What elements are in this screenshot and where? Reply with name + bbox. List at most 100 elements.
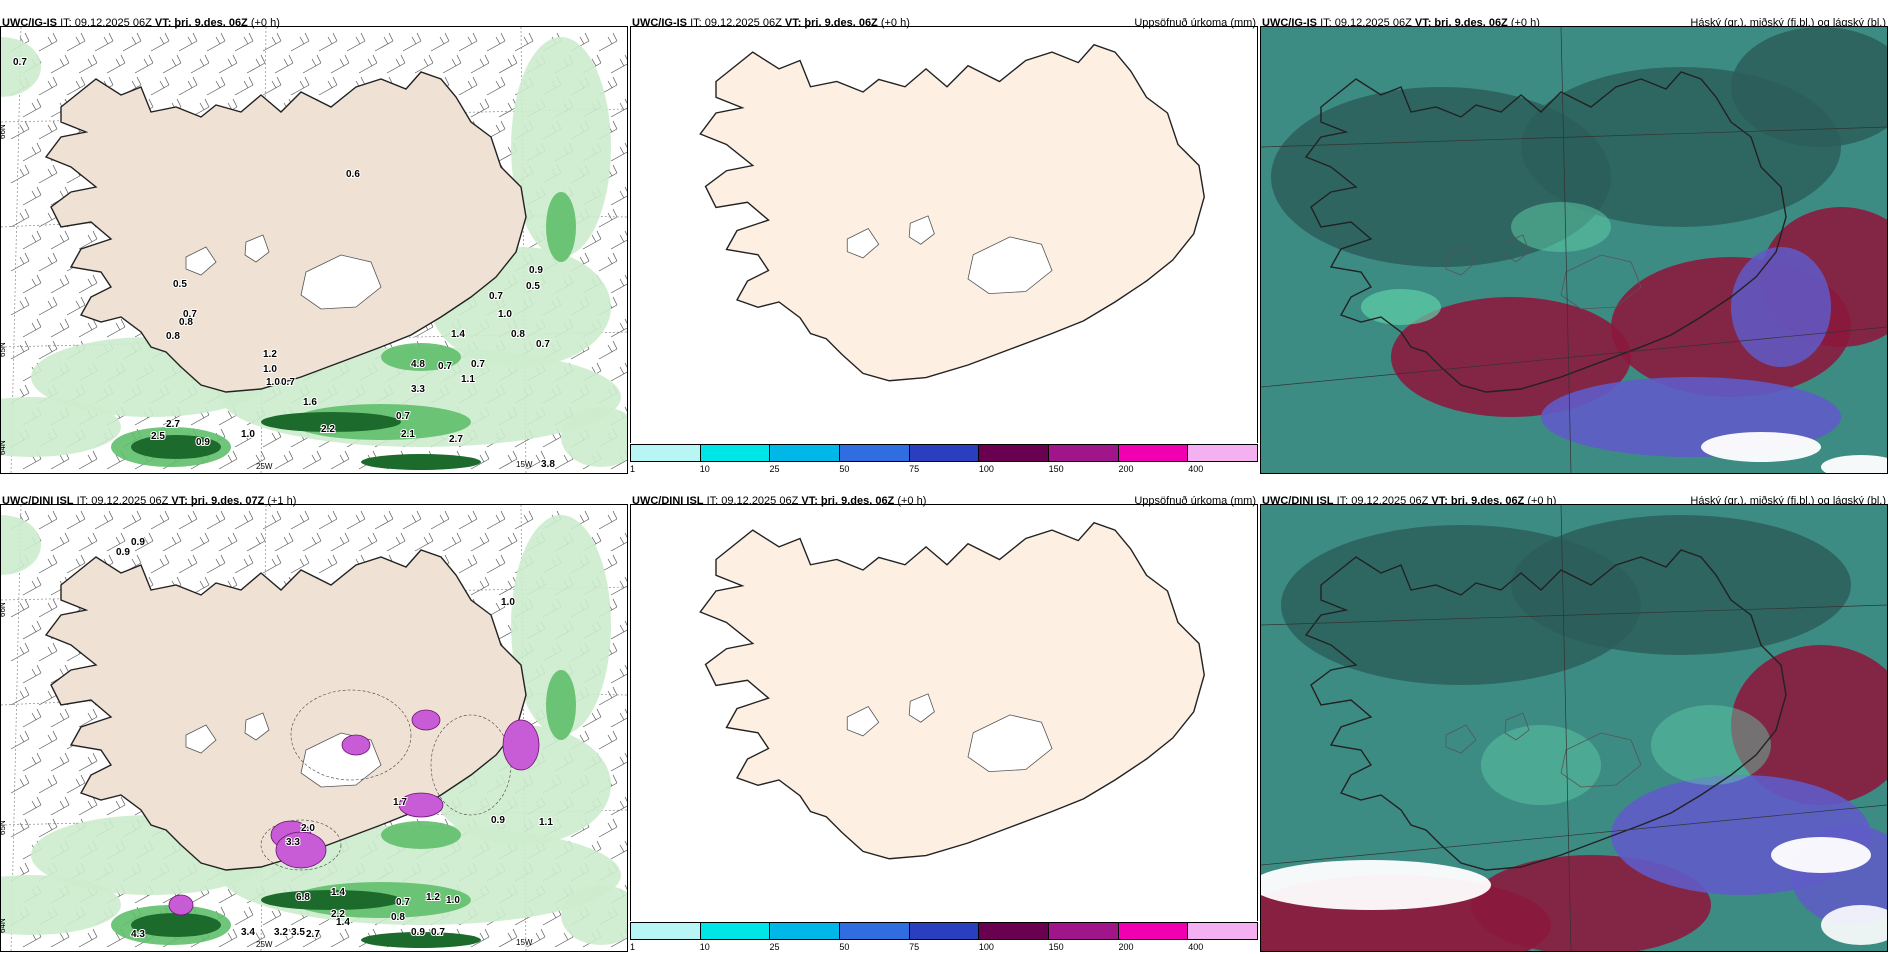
cloud-map-svg xyxy=(1261,505,1887,951)
wind-barb xyxy=(150,554,170,574)
wind-barb xyxy=(206,510,226,530)
wind-barb xyxy=(38,774,58,794)
wind-barb xyxy=(262,554,282,574)
wind-barb xyxy=(122,32,142,52)
wind-barb xyxy=(610,54,627,74)
precip-heavy-area xyxy=(261,412,401,432)
wind-barb xyxy=(206,554,226,574)
wind-barb xyxy=(78,274,98,294)
precip-value-label: 3.4 xyxy=(241,927,255,938)
wind-barb xyxy=(78,532,98,552)
axis-label: 65N xyxy=(1,342,7,357)
precip-light-area xyxy=(1,37,41,97)
precip-value-label: 1.0 xyxy=(501,597,515,608)
precip-map[interactable]: 0.9 0.9 1.0 1.7 2.2 3.2 1.4 0.9 0.7 2.0 3.3 6.8 1.4 1… xyxy=(0,504,628,952)
legend-swatch xyxy=(979,923,1050,939)
panel-igis-precip: UWC/IG-IS IT: 09.12.2025 06Z VT: þri. 9.… xyxy=(0,12,628,474)
legend-tick-label: 200 xyxy=(1118,464,1134,474)
precip-value-label: 0.8 xyxy=(511,329,525,340)
cloud-area xyxy=(1821,905,1887,945)
precip-value-label: 0.9 xyxy=(131,537,145,548)
wind-barb xyxy=(218,54,238,74)
precip-value-label: 2.2 xyxy=(321,424,335,435)
glacier xyxy=(908,215,935,245)
precip-value-label: 0.9 xyxy=(116,547,130,558)
precip-heavy-area xyxy=(361,932,481,948)
wind-barb xyxy=(470,532,490,552)
wind-barb xyxy=(134,54,154,74)
precip-value-label: 0.8 xyxy=(391,912,405,923)
cloud-area xyxy=(1731,27,1887,147)
glacier xyxy=(185,246,217,276)
wind-barb xyxy=(66,296,86,316)
accum-map-svg xyxy=(699,521,1205,860)
legend-tick-label: 100 xyxy=(978,464,994,474)
precip-value-label: 2.1 xyxy=(401,429,415,440)
wind-barb xyxy=(246,54,266,74)
panel-igis-accum: UWC/IG-IS IT: 09.12.2025 06Z VT: þri. 9.… xyxy=(630,12,1258,474)
convective-cell xyxy=(275,831,327,869)
precip-value-label: 1.0 xyxy=(241,429,255,440)
legend-swatch xyxy=(840,445,910,461)
wind-barb xyxy=(78,230,98,250)
cloud-area xyxy=(1701,432,1821,462)
cloud-map[interactable] xyxy=(1260,504,1888,952)
wind-barb xyxy=(78,318,98,338)
wind-barb xyxy=(610,318,627,338)
precip-value-label: 0.5 xyxy=(173,279,187,290)
precip-value-label: 1.4 xyxy=(331,887,345,898)
wind-barb xyxy=(470,54,490,74)
precip-light-area xyxy=(1,397,121,457)
legend-swatch xyxy=(700,445,771,461)
wind-barb xyxy=(10,296,30,316)
snow-hatch-area xyxy=(290,689,412,781)
cloud-area xyxy=(1731,645,1887,805)
axis-label: 66N xyxy=(1,124,7,139)
wind-barb xyxy=(10,818,30,838)
precip-heavy-area xyxy=(131,913,221,937)
convective-cell xyxy=(411,709,441,731)
wind-barb xyxy=(150,510,170,530)
glacier xyxy=(244,712,270,741)
wind-barb xyxy=(598,818,618,838)
iceland-coastline xyxy=(44,549,527,871)
wind-barb xyxy=(318,32,338,52)
accum-map-svg xyxy=(699,43,1205,382)
panel-dini-precip: UWC/DINI ISL IT: 09.12.2025 06Z VT: þri.… xyxy=(0,490,628,952)
legend-swatch xyxy=(840,923,910,939)
wind-barb xyxy=(302,532,322,552)
wind-barb xyxy=(514,32,534,52)
wind-barb xyxy=(22,274,42,294)
legend-tick-label: 150 xyxy=(1048,942,1064,952)
wind-barb xyxy=(430,32,450,52)
accum-map[interactable] xyxy=(630,26,1258,443)
precip-value-label: 1.0 xyxy=(498,309,512,320)
glacier xyxy=(1560,732,1642,788)
wind-barb xyxy=(162,54,182,74)
wind-barb xyxy=(498,450,518,470)
precip-value-label: 0.5 xyxy=(526,281,540,292)
precip-value-label: 1.1 xyxy=(539,817,553,828)
wind-barb xyxy=(610,230,627,250)
wind-barb xyxy=(22,576,42,596)
legend-swatch xyxy=(700,923,771,939)
precip-map[interactable]: 0.7 0.6 0.5 0.7 0.8 0.8 1.2 1.0 1.0 0.7 4.8 0.7 0.7 1… xyxy=(0,26,628,474)
wind-barb xyxy=(50,708,70,728)
legend-swatches xyxy=(630,922,1258,940)
wind-barb xyxy=(346,32,366,52)
precip-mid-area xyxy=(381,821,461,849)
wind-barb xyxy=(78,708,98,728)
precip-value-labels: 0.70.60.50.70.80.81.21.01.0 0.74.8 0.7 0.71… xyxy=(12,56,556,471)
legend-tick-label: 200 xyxy=(1118,942,1134,952)
wind-barb xyxy=(598,252,618,272)
legend-swatch xyxy=(770,923,841,939)
legend-swatch xyxy=(1188,923,1258,939)
cloud-map[interactable] xyxy=(1260,26,1888,474)
iceland-coastline xyxy=(699,43,1205,382)
precip-light-area xyxy=(511,515,611,735)
precip-value-label: 3.8 xyxy=(541,459,555,470)
legend-tick-label: 75 xyxy=(909,942,920,952)
legend-tick-label: 100 xyxy=(978,942,994,952)
accum-map[interactable] xyxy=(630,504,1258,921)
wind-barb xyxy=(66,774,86,794)
